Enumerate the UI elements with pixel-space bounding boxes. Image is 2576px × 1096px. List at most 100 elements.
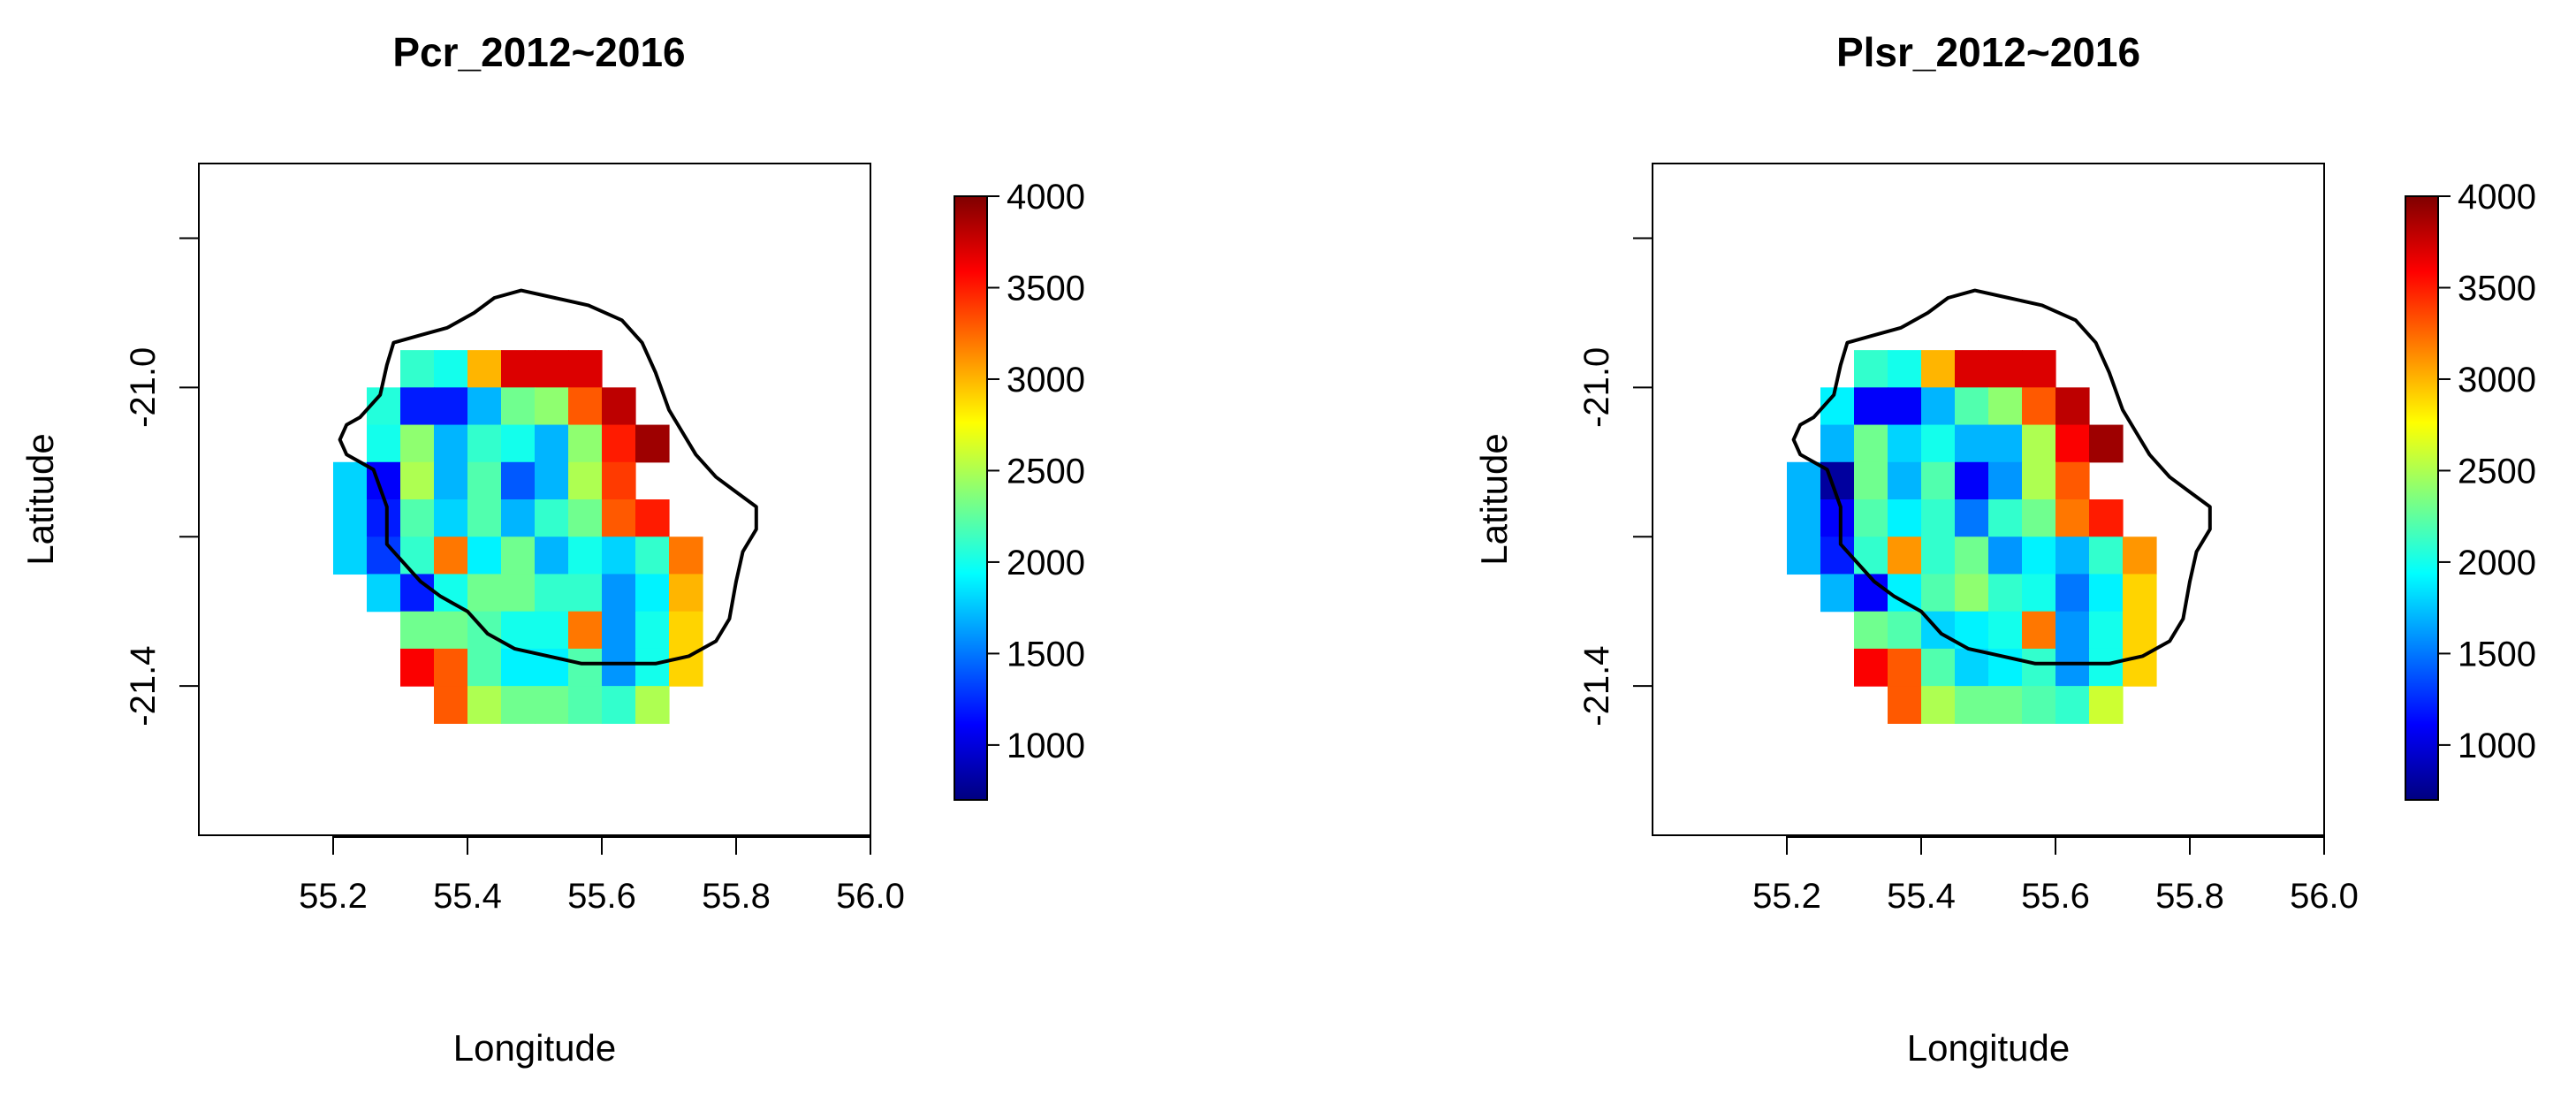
heatmap-cell [367, 424, 401, 463]
heatmap-cell [635, 537, 670, 575]
x-tick-label: 56.0 [836, 877, 905, 916]
heatmap-cell [467, 387, 502, 426]
heatmap-cell [2022, 499, 2056, 537]
heatmap-cell [635, 686, 670, 724]
heatmap-cell [501, 686, 536, 724]
heatmap-cell [434, 461, 468, 500]
heatmap-cell [2022, 350, 2056, 388]
heatmap-cell [568, 611, 603, 650]
coastline-outline [338, 288, 758, 666]
heatmap-cell [1820, 424, 1855, 463]
heatmap-cell [1921, 387, 1956, 426]
heatmap-cell [501, 537, 536, 575]
heatmap-cell [1854, 499, 1888, 537]
heatmap-cell [602, 387, 636, 426]
heatmap-cell [568, 499, 603, 537]
heatmap-cell [2123, 648, 2157, 687]
heatmap-cell [635, 424, 670, 463]
plot-frame [1652, 163, 2325, 836]
heatmap-cell [400, 350, 435, 388]
heatmap-cell [2055, 686, 2090, 724]
plot-frame [198, 163, 871, 836]
colorbar-tick-label: 2500 [2458, 452, 2536, 491]
heatmap-cell [535, 387, 569, 426]
heatmap-cell [333, 499, 368, 537]
heatmap-cell [1888, 387, 1922, 426]
heatmap-cell [1955, 499, 1989, 537]
heatmap-cell [400, 387, 435, 426]
heatmap-cell [1854, 424, 1888, 463]
heatmap-cell [1854, 537, 1888, 575]
heatmap-cell [568, 686, 603, 724]
colorbar-tick-label: 2000 [1007, 544, 1085, 582]
heatmap-cell [1955, 648, 1989, 687]
x-axis: 55.2 55.4 55.6 55.8 56.0 [299, 835, 905, 916]
heatmap-cell [467, 499, 502, 537]
heatmap-cell [669, 537, 703, 575]
heatmap-cell [2123, 574, 2157, 613]
heatmap-cell [434, 387, 468, 426]
y-tick-label: -21.0 [1577, 347, 1616, 428]
colorbar: 1000 1500 2000 2500 3000 3500 4000 [954, 178, 1085, 801]
heatmap-cell [2055, 611, 2090, 650]
heatmap-cell [2089, 424, 2124, 463]
heatmap-cell [501, 424, 536, 463]
heatmap-cell [1988, 537, 2023, 575]
x-tick-label: 55.8 [702, 877, 771, 916]
heatmap-cell [602, 499, 636, 537]
x-tick-label: 55.4 [1887, 877, 1956, 916]
heatmap-cell [434, 648, 468, 687]
heatmap-cell [2089, 499, 2124, 537]
heatmap-cell [1955, 387, 1989, 426]
heatmap-cell [1787, 499, 1821, 537]
heatmap-cell [1921, 686, 1956, 724]
heatmap-cell [2089, 574, 2124, 613]
heatmap-cell [1888, 424, 1922, 463]
heatmap-cell [2055, 537, 2090, 575]
heatmap-cell [602, 424, 636, 463]
colorbar-tick-label: 3500 [2458, 269, 2536, 308]
colorbar-tick-label: 4000 [2458, 178, 2536, 217]
heatmap-cell [1921, 537, 1956, 575]
x-axis-title: Longitude [1907, 1027, 2071, 1069]
heatmap-cell [535, 537, 569, 575]
heatmap-cell [535, 424, 569, 463]
heatmap-cell [1988, 350, 2023, 388]
heatmap-cell [2089, 537, 2124, 575]
heatmap-cell [467, 537, 502, 575]
heatmap-cell [2055, 574, 2090, 613]
heatmap-cell [467, 424, 502, 463]
heatmap-cell [669, 648, 703, 687]
heatmap-cell [2089, 648, 2124, 687]
heatmap-cell [602, 574, 636, 613]
panel-1: Pcr_2012~2016 55.2 55.4 55.6 55.8 56.0 Longitu… [19, 29, 1085, 1069]
heatmap-cell [2022, 424, 2056, 463]
heatmap-cell [2022, 686, 2056, 724]
heatmap-cell [1888, 537, 1922, 575]
heatmap-cell [568, 424, 603, 463]
heatmap-cell [1921, 461, 1956, 500]
heatmap-cell [602, 686, 636, 724]
heatmap-cell [1955, 461, 1989, 500]
heatmap-cell [1921, 499, 1956, 537]
colorbar-tick-label: 2500 [1007, 452, 1085, 491]
heatmap-cell [467, 648, 502, 687]
heatmap-cell [2055, 461, 2090, 500]
heatmap-cell [535, 350, 569, 388]
heatmap-cell [1921, 424, 1956, 463]
colorbar-tick-label: 4000 [1007, 178, 1085, 217]
chart-title: Plsr_2012~2016 [1836, 29, 2140, 75]
y-axis: -21.0 -21.4 [1577, 237, 1653, 727]
colorbar-tick-label: 1500 [2458, 635, 2536, 674]
heatmap-cell [1888, 611, 1922, 650]
heatmap-cell [535, 499, 569, 537]
y-tick-label: -21.4 [124, 646, 163, 727]
heatmap-cell [467, 686, 502, 724]
heatmap-cell [2022, 461, 2056, 500]
heatmap-cell [501, 350, 536, 388]
heatmap-cell [535, 574, 569, 613]
x-axis-title: Longitude [453, 1027, 617, 1069]
heatmap-cell [1921, 350, 1956, 388]
heatmap-cell [400, 424, 435, 463]
heatmap-cell [501, 461, 536, 500]
